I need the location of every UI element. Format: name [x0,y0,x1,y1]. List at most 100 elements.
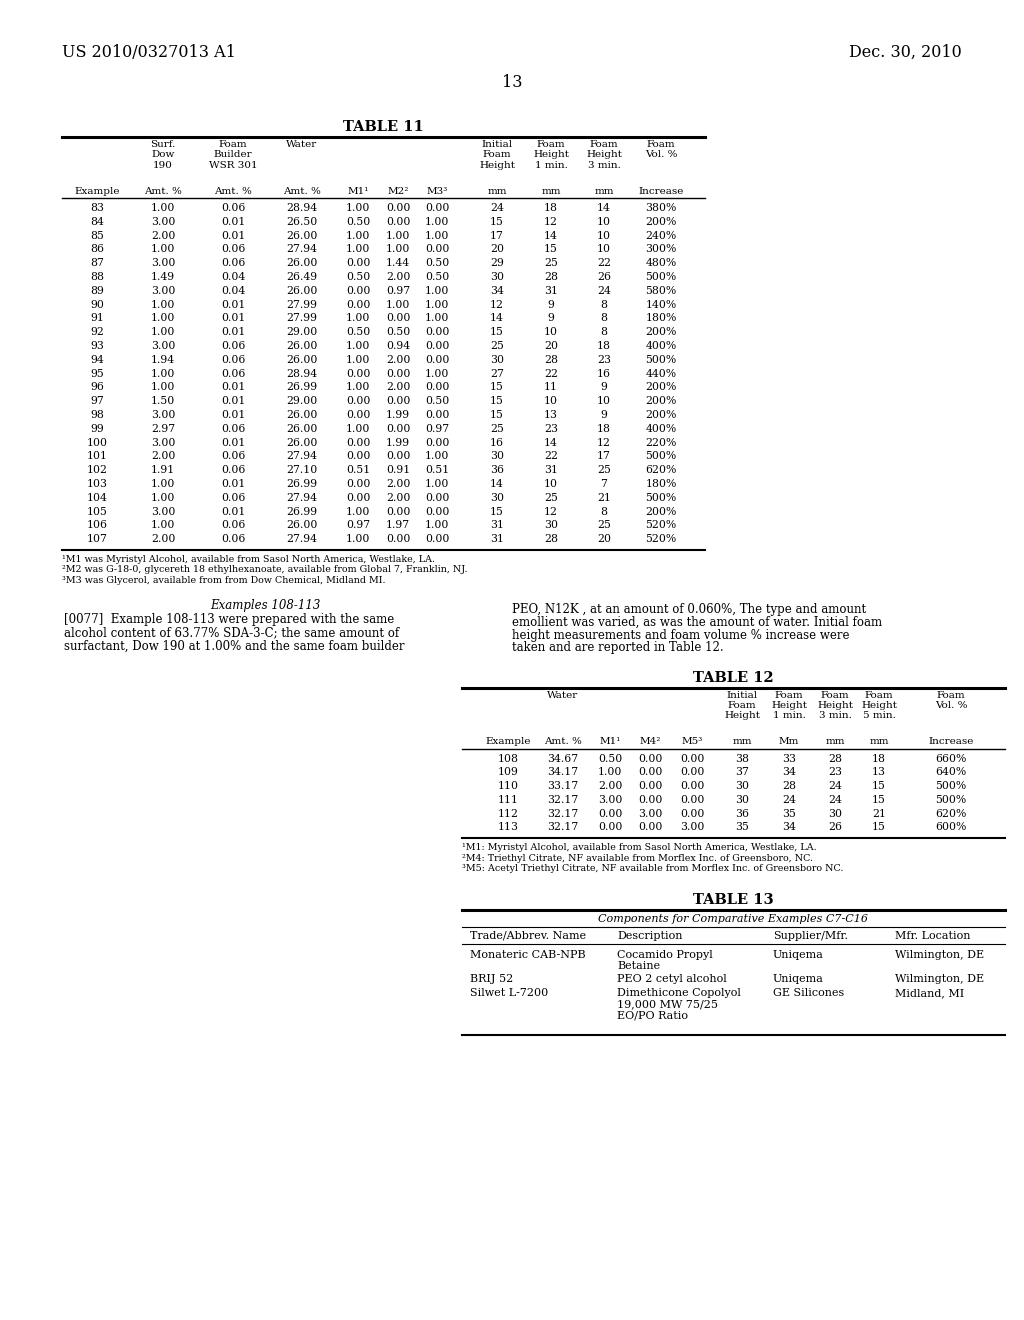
Text: 0.01: 0.01 [221,411,245,420]
Text: 31: 31 [490,520,504,531]
Text: 28.94: 28.94 [287,368,317,379]
Text: 2.00: 2.00 [386,355,411,364]
Text: 0.00: 0.00 [425,492,450,503]
Text: 33.17: 33.17 [548,781,579,791]
Text: 0.00: 0.00 [386,451,411,462]
Text: 0.00: 0.00 [425,535,450,544]
Text: 24: 24 [490,203,504,213]
Text: 23: 23 [544,424,558,434]
Text: 1.49: 1.49 [151,272,175,282]
Text: 1.00: 1.00 [425,286,450,296]
Text: 0.91: 0.91 [386,465,411,475]
Text: Initial
Foam
Height: Initial Foam Height [724,690,760,721]
Text: Water: Water [287,140,317,149]
Text: 34.67: 34.67 [548,754,579,763]
Text: 500%: 500% [645,272,677,282]
Text: 0.97: 0.97 [386,286,410,296]
Text: 105: 105 [87,507,108,516]
Text: 18: 18 [544,203,558,213]
Text: 10: 10 [544,396,558,407]
Text: Uniqema: Uniqema [773,950,824,960]
Text: 140%: 140% [645,300,677,310]
Text: 0.06: 0.06 [221,203,245,213]
Text: 300%: 300% [645,244,677,255]
Text: 28: 28 [544,355,558,364]
Text: 0.06: 0.06 [221,451,245,462]
Text: 1.00: 1.00 [425,300,450,310]
Text: 0.00: 0.00 [386,424,411,434]
Text: 26.00: 26.00 [287,231,317,240]
Text: ²M4: Triethyl Citrate, NF available from Morflex Inc. of Greensboro, NC.: ²M4: Triethyl Citrate, NF available from… [462,854,813,863]
Text: 16: 16 [597,368,611,379]
Text: 0.04: 0.04 [221,272,245,282]
Text: 1.00: 1.00 [346,244,371,255]
Text: 101: 101 [86,451,108,462]
Text: 26.00: 26.00 [287,355,317,364]
Text: 0.00: 0.00 [425,438,450,447]
Text: 2.00: 2.00 [386,272,411,282]
Text: ²M2 was G-18-0, glycereth 18 ethylhexanoate, available from Global 7, Franklin, : ²M2 was G-18-0, glycereth 18 ethylhexano… [62,565,468,574]
Text: 3.00: 3.00 [598,795,623,805]
Text: 18: 18 [872,754,886,763]
Text: 0.97: 0.97 [346,520,370,531]
Text: 1.00: 1.00 [151,203,175,213]
Text: 30: 30 [490,492,504,503]
Text: 240%: 240% [645,231,677,240]
Text: 29.00: 29.00 [287,327,317,337]
Text: 25: 25 [597,465,611,475]
Text: 0.50: 0.50 [346,216,370,227]
Text: 0.00: 0.00 [346,396,371,407]
Text: 26.00: 26.00 [287,438,317,447]
Text: 0.01: 0.01 [221,327,245,337]
Text: height measurements and foam volume % increase were: height measurements and foam volume % in… [512,628,850,642]
Text: 1.00: 1.00 [346,383,371,392]
Text: 102: 102 [86,465,108,475]
Text: M3³: M3³ [426,187,447,195]
Text: Description: Description [617,931,683,941]
Text: 3.00: 3.00 [680,822,705,833]
Text: 0.01: 0.01 [221,438,245,447]
Text: 200%: 200% [645,396,677,407]
Text: 2.00: 2.00 [151,231,175,240]
Text: 0.06: 0.06 [221,424,245,434]
Text: 200%: 200% [645,216,677,227]
Text: 0.01: 0.01 [221,507,245,516]
Text: 29: 29 [490,259,504,268]
Text: 30: 30 [828,809,842,818]
Text: 2.97: 2.97 [151,424,175,434]
Text: 3.00: 3.00 [151,411,175,420]
Text: 640%: 640% [935,767,967,777]
Text: 108: 108 [498,754,518,763]
Text: 1.00: 1.00 [151,520,175,531]
Text: 1.00: 1.00 [425,313,450,323]
Text: 0.04: 0.04 [221,286,245,296]
Text: 0.94: 0.94 [386,341,410,351]
Text: 1.00: 1.00 [151,327,175,337]
Text: 33: 33 [782,754,796,763]
Text: 1.00: 1.00 [425,231,450,240]
Text: 0.00: 0.00 [346,259,371,268]
Text: 1.00: 1.00 [151,313,175,323]
Text: 1.00: 1.00 [425,520,450,531]
Text: 0.00: 0.00 [425,411,450,420]
Text: 23: 23 [828,767,842,777]
Text: M4²: M4² [639,738,660,747]
Text: 0.00: 0.00 [425,383,450,392]
Text: 27.94: 27.94 [287,451,317,462]
Text: 24: 24 [782,795,796,805]
Text: surfactant, Dow 190 at 1.00% and the same foam builder: surfactant, Dow 190 at 1.00% and the sam… [63,639,404,652]
Text: 1.00: 1.00 [425,451,450,462]
Text: 1.00: 1.00 [346,507,371,516]
Text: 0.00: 0.00 [386,203,411,213]
Text: 112: 112 [498,809,518,818]
Text: 9: 9 [600,411,607,420]
Text: 0.06: 0.06 [221,368,245,379]
Text: 17: 17 [490,231,504,240]
Text: 1.00: 1.00 [151,479,175,488]
Text: mm: mm [732,738,752,747]
Text: Initial
Foam
Height: Initial Foam Height [479,140,515,170]
Text: 1.00: 1.00 [386,300,411,310]
Text: 200%: 200% [645,507,677,516]
Text: 0.01: 0.01 [221,383,245,392]
Text: Mfr. Location: Mfr. Location [895,931,971,941]
